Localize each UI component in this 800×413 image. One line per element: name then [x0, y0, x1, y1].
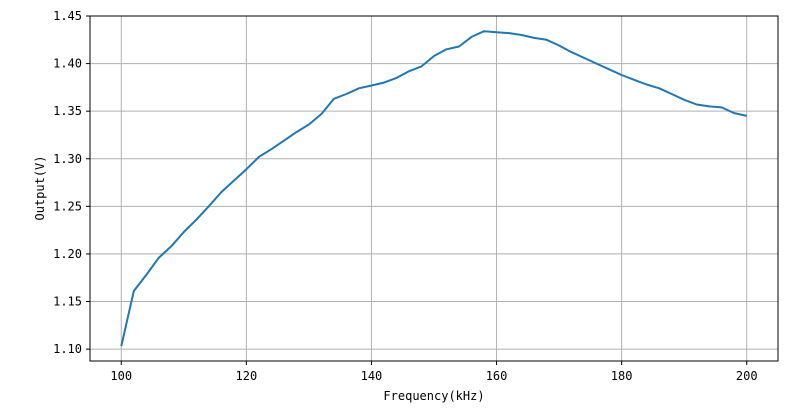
- x-axis: 100 120 140 160 180 200: [110, 361, 757, 383]
- y-tick-label: 1.35: [53, 104, 82, 118]
- grid: [90, 16, 778, 361]
- x-tick-label: 120: [236, 369, 258, 383]
- y-tick-label: 1.15: [53, 295, 82, 309]
- y-axis-label: Output(V): [33, 155, 47, 220]
- x-tick-label: 160: [486, 369, 508, 383]
- y-tick-label: 1.20: [53, 247, 82, 261]
- y-tick-label: 1.10: [53, 342, 82, 356]
- output-line: [121, 31, 746, 346]
- x-axis-label: Frequency(kHz): [383, 389, 484, 403]
- plot-frame: [90, 16, 778, 361]
- y-tick-label: 1.25: [53, 199, 82, 213]
- y-tick-label: 1.40: [53, 57, 82, 71]
- x-tick-label: 180: [611, 369, 633, 383]
- y-axis: 1.10 1.15 1.20 1.25 1.30 1.35 1.40 1.45: [53, 9, 90, 356]
- x-tick-label: 100: [110, 369, 132, 383]
- series-group: [121, 31, 746, 346]
- x-tick-label: 140: [361, 369, 383, 383]
- y-tick-label: 1.45: [53, 9, 82, 23]
- y-tick-label: 1.30: [53, 152, 82, 166]
- x-tick-label: 200: [736, 369, 758, 383]
